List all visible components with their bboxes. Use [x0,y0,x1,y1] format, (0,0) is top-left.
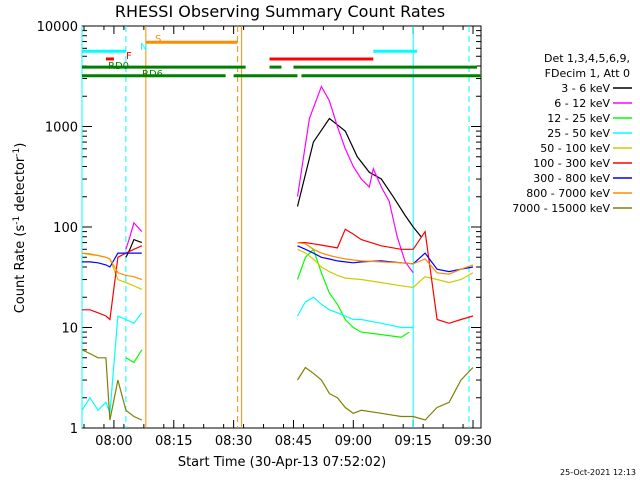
legend-entry-label: 6 - 12 keV [554,97,610,110]
flag-label: S [155,34,161,45]
x-tick-label: 08:00 [95,434,132,449]
legend-entry-label: 300 - 800 keV [533,172,610,185]
x-tick-label: 09:15 [394,434,431,449]
y-tick-label: 100 [53,221,78,236]
y-tick-label: 1000 [45,121,78,136]
legend-entry-label: 50 - 100 keV [540,142,610,155]
legend-entry-label: 100 - 300 keV [533,157,610,170]
svg-text:Count Rate (s-1 detector-1): Count Rate (s-1 detector-1) [12,143,28,314]
series-line [82,245,474,273]
legend-entry-label: 3 - 6 keV [561,82,610,95]
series-line [125,117,422,258]
series-lines [81,85,474,421]
series-line [81,248,474,290]
timestamp: 25-Oct-2021 12:13 [560,468,636,477]
x-tick-label: 08:45 [275,434,312,449]
flag-label: RD6 [142,69,163,80]
series-line [82,228,474,324]
legend-title-line-1: Det 1,3,4,5,6,9, [544,52,630,65]
legend-title-line-2: FDecim 1, Att 0 [545,67,630,80]
x-tick-label: 09:00 [335,434,372,449]
y-tick-label: 10000 [37,20,78,35]
x-axis: 08:00 08:15 08:30 08:45 09:00 09:15 09:30 [83,26,492,449]
vertical-markers [81,26,470,428]
series-line [81,242,474,281]
chart-title: RHESSI Observing Summary Count Rates [115,2,445,21]
series-line [125,248,410,364]
y-axis-label: Count Rate (s-1 detector-1) [12,143,28,314]
legend-entry-label: 800 - 7000 keV [526,187,610,200]
y-tick-label: 10 [61,322,78,337]
legend-entry-label: 25 - 50 keV [547,127,610,140]
series-line [81,296,414,414]
flag-label: F [126,51,132,62]
series-line [81,349,474,421]
legend: Det 1,3,4,5,6,9, FDecim 1, Att 0 3 - 6 k… [512,52,632,215]
x-tick-label: 08:30 [215,434,252,449]
legend-entry-label: 7000 - 15000 keV [512,202,610,215]
series-line [125,85,414,274]
flag-bars: RD0RD6FNS [82,34,481,80]
y-tick-label: 1 [70,422,78,437]
flag-label: N [140,42,147,53]
x-tick-label: 08:15 [155,434,192,449]
legend-entry-label: 12 - 25 keV [547,112,610,125]
x-tick-label: 09:30 [454,434,491,449]
plot-frame [81,25,482,429]
x-axis-label: Start Time (30-Apr-13 07:52:02) [178,455,386,470]
